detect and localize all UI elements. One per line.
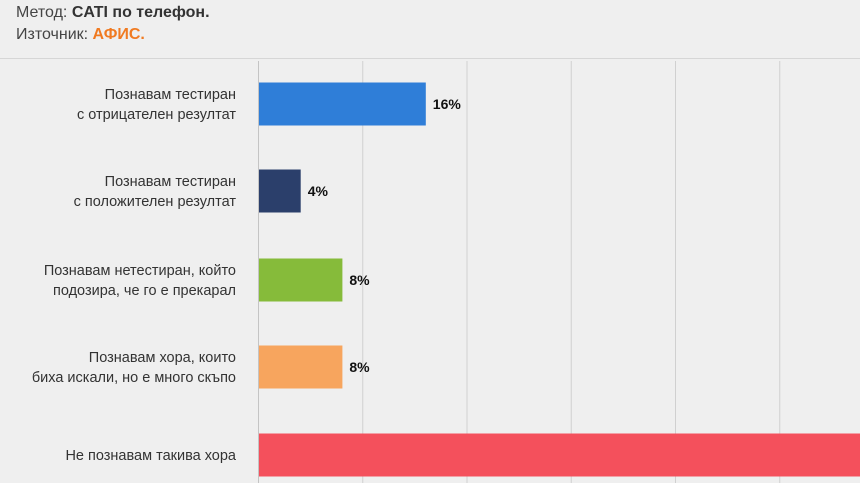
bar-value-label: 8%	[349, 359, 370, 375]
bar	[259, 258, 343, 302]
bar-value-label: 8%	[349, 272, 370, 288]
source-value: АФИС.	[92, 26, 145, 43]
bar-value-label: 16%	[433, 96, 462, 112]
category-label: Познавам хора, които	[89, 350, 236, 366]
method-value: CATI по телефон.	[71, 4, 210, 21]
category-label: с положителен резултат	[74, 194, 237, 210]
category-label: Познавам тестиран	[105, 87, 236, 103]
source-label: Източник:	[16, 26, 89, 43]
bar	[259, 433, 860, 477]
category-label: Познавам нетестиран, който	[44, 263, 236, 279]
category-label: с отрицателен резултат	[77, 107, 236, 123]
bar	[259, 82, 426, 126]
source-line: Източник: АФИС.	[16, 25, 145, 45]
method-line: Метод: CATI по телефон.	[16, 3, 210, 23]
chart-header: Метод: CATI по телефон. Източник: АФИС.	[16, 0, 856, 48]
category-label: Не познавам такива хора	[65, 448, 236, 464]
method-label: Метод:	[16, 4, 68, 21]
category-label: Познавам тестиран	[105, 174, 236, 190]
bar-value-label: 4%	[308, 183, 329, 199]
header-divider	[0, 58, 860, 59]
bar	[259, 345, 343, 389]
bar	[259, 169, 301, 213]
category-label: подозира, че го е прекарал	[53, 283, 236, 299]
category-label: биха искали, но е много скъпо	[32, 370, 236, 386]
